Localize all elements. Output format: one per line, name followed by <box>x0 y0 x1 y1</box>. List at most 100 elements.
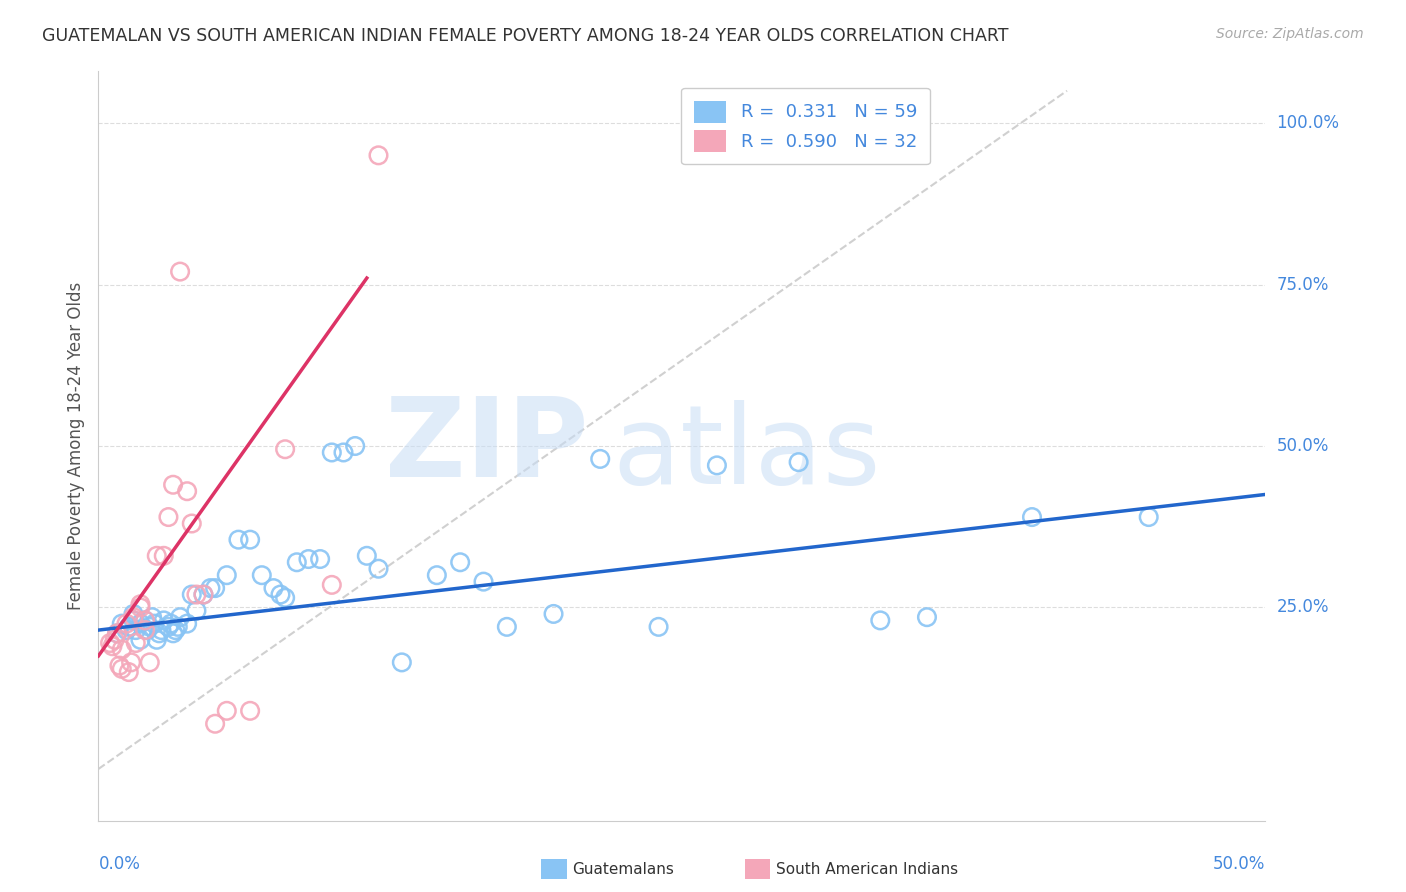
Point <box>344 439 367 453</box>
Point <box>157 620 180 634</box>
Point <box>120 656 142 670</box>
Point <box>321 578 343 592</box>
Point <box>367 148 389 162</box>
Point <box>204 581 226 595</box>
Text: 75.0%: 75.0% <box>1277 276 1329 293</box>
Text: 25.0%: 25.0% <box>1277 599 1329 616</box>
Point <box>98 636 121 650</box>
Point <box>139 620 162 634</box>
Point <box>193 588 215 602</box>
Point <box>169 264 191 278</box>
Point <box>426 568 449 582</box>
Point <box>472 574 495 589</box>
Point <box>285 555 308 569</box>
Point <box>108 658 131 673</box>
Point <box>129 632 152 647</box>
Point <box>122 607 145 621</box>
Point <box>274 591 297 605</box>
Point <box>180 588 202 602</box>
Point <box>204 716 226 731</box>
Point <box>122 610 145 624</box>
Text: GUATEMALAN VS SOUTH AMERICAN INDIAN FEMALE POVERTY AMONG 18-24 YEAR OLDS CORRELA: GUATEMALAN VS SOUTH AMERICAN INDIAN FEMA… <box>42 27 1008 45</box>
Point <box>250 568 273 582</box>
Point <box>162 626 184 640</box>
Point <box>141 610 163 624</box>
Point <box>150 623 173 637</box>
Text: atlas: atlas <box>612 400 880 507</box>
Point <box>129 600 152 615</box>
Text: 100.0%: 100.0% <box>1277 114 1340 132</box>
Point <box>101 639 124 653</box>
Point <box>449 555 471 569</box>
Text: 50.0%: 50.0% <box>1213 855 1265 873</box>
Point <box>239 533 262 547</box>
Point <box>105 626 128 640</box>
Point <box>134 623 156 637</box>
Point <box>125 636 148 650</box>
Point <box>496 620 519 634</box>
Point <box>134 614 156 628</box>
Point <box>356 549 378 563</box>
Point <box>186 604 208 618</box>
Legend: R =  0.331   N = 59, R =  0.590   N = 32: R = 0.331 N = 59, R = 0.590 N = 32 <box>681 88 929 164</box>
Text: Source: ZipAtlas.com: Source: ZipAtlas.com <box>1216 27 1364 41</box>
Point <box>115 616 138 631</box>
Point <box>269 588 291 602</box>
Point <box>129 616 152 631</box>
Point <box>157 510 180 524</box>
Point <box>105 626 128 640</box>
Point <box>193 588 215 602</box>
Point <box>215 568 238 582</box>
Point <box>118 665 141 679</box>
Point <box>125 623 148 637</box>
Point <box>262 581 284 595</box>
Point <box>309 552 332 566</box>
Point <box>228 533 250 547</box>
Text: South American Indians: South American Indians <box>776 863 959 877</box>
Point <box>239 704 262 718</box>
Point <box>152 614 174 628</box>
Point <box>122 614 145 628</box>
Y-axis label: Female Poverty Among 18-24 Year Olds: Female Poverty Among 18-24 Year Olds <box>66 282 84 610</box>
Text: ZIP: ZIP <box>385 392 589 500</box>
Point <box>146 632 169 647</box>
Point <box>165 623 187 637</box>
Text: 50.0%: 50.0% <box>1277 437 1329 455</box>
Point <box>166 620 188 634</box>
Point <box>159 616 181 631</box>
Point <box>543 607 565 621</box>
Point <box>274 442 297 457</box>
Point <box>146 549 169 563</box>
Point <box>180 516 202 531</box>
Point <box>391 656 413 670</box>
Point <box>115 623 138 637</box>
Point <box>321 445 343 459</box>
Point <box>915 610 938 624</box>
Point <box>706 458 728 473</box>
Point <box>118 620 141 634</box>
Point <box>148 626 170 640</box>
Point <box>111 616 134 631</box>
Point <box>162 477 184 491</box>
Point <box>111 642 134 657</box>
Point <box>176 616 198 631</box>
Point <box>200 581 222 595</box>
Point <box>1137 510 1160 524</box>
Point <box>176 484 198 499</box>
Point <box>647 620 669 634</box>
Point <box>332 445 354 459</box>
Point <box>869 614 891 628</box>
Point <box>134 614 156 628</box>
Point <box>589 451 612 466</box>
Point <box>367 562 389 576</box>
Text: Guatemalans: Guatemalans <box>572 863 673 877</box>
Point <box>152 549 174 563</box>
Point <box>186 588 208 602</box>
Point <box>104 632 127 647</box>
Point <box>139 656 162 670</box>
Point <box>111 662 134 676</box>
Point <box>143 616 166 631</box>
Point <box>297 552 319 566</box>
Point <box>129 597 152 611</box>
Point <box>787 455 810 469</box>
